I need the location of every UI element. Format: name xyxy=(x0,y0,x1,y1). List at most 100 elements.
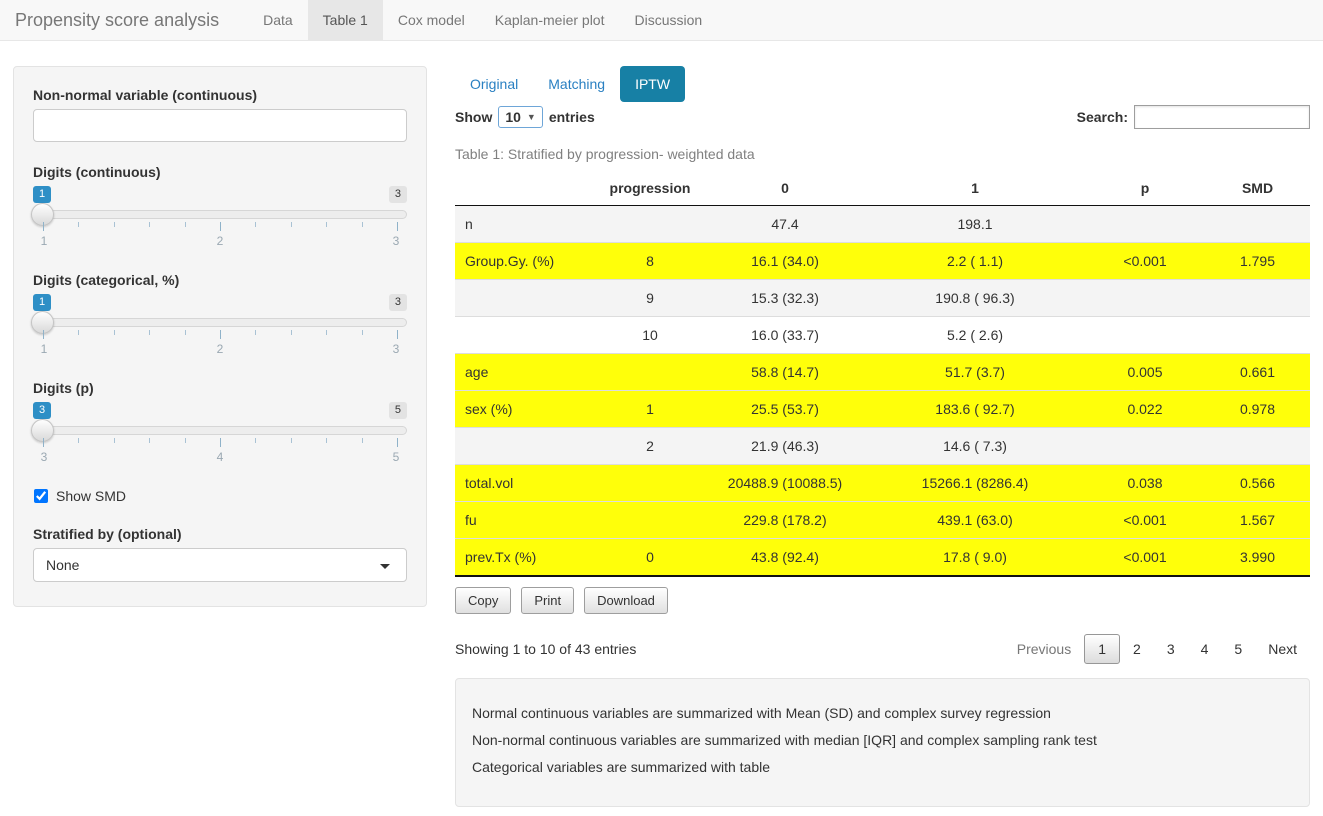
cell: n xyxy=(455,205,595,243)
stratified-by-value: None xyxy=(46,557,80,573)
slider-tick xyxy=(220,330,221,339)
tick-label: 4 xyxy=(216,450,224,464)
entries-label: entries xyxy=(548,109,595,125)
table-row: 2 21.9 (46.3) 14.6 ( 7.3) xyxy=(455,427,1310,465)
tick-label: 2 xyxy=(216,342,224,356)
copy-button[interactable]: Copy xyxy=(455,587,512,614)
digits-p-label: Digits (p) xyxy=(33,380,94,396)
cell: 439.1 (63.0) xyxy=(865,501,1085,539)
nonnormal-variable-input[interactable] xyxy=(33,109,407,142)
slider-track[interactable] xyxy=(33,318,407,327)
cell xyxy=(455,427,595,465)
slider-tick xyxy=(149,222,151,227)
slider-tick xyxy=(290,222,292,227)
cell: 14.6 ( 7.3) xyxy=(865,427,1085,465)
slider-max-badge: 3 xyxy=(388,294,407,311)
pagination-previous[interactable]: Previous xyxy=(1016,641,1072,657)
slider-tick xyxy=(397,330,398,339)
table-caption: Table 1: Stratified by progression- weig… xyxy=(455,146,755,162)
slider-track[interactable] xyxy=(33,210,407,219)
nav-tab-cox-model[interactable]: Cox model xyxy=(397,12,465,28)
nav-tab-kaplan-meier[interactable]: Kaplan-meier plot xyxy=(494,12,605,28)
cell: prev.Tx (%) xyxy=(455,538,595,576)
cell: 16.1 (34.0) xyxy=(705,242,865,280)
pagination-next[interactable]: Next xyxy=(1268,641,1297,657)
slider-tick xyxy=(149,330,151,335)
cell xyxy=(1205,427,1310,465)
slider-tick xyxy=(255,330,257,335)
cell xyxy=(595,464,705,502)
cell: 15266.1 (8286.4) xyxy=(865,464,1085,502)
search-input[interactable] xyxy=(1134,105,1310,129)
slider-tick xyxy=(113,438,115,443)
slider-max-badge: 5 xyxy=(388,402,407,419)
column-header-progression[interactable]: progression xyxy=(595,171,705,206)
slider-handle[interactable] xyxy=(31,203,54,226)
app-title: Propensity score analysis xyxy=(15,10,220,30)
tab-matching[interactable]: Matching xyxy=(548,76,606,92)
nav-tab-table1[interactable]: Table 1 xyxy=(307,0,383,40)
slider-track[interactable] xyxy=(33,426,407,435)
column-header-0[interactable]: 0 xyxy=(705,171,865,206)
slider-tick xyxy=(149,438,151,443)
table-row: sex (%) 1 25.5 (53.7) 183.6 ( 92.7) 0.022 0.9… xyxy=(455,390,1310,428)
slider-tick xyxy=(220,438,221,447)
slider-handle[interactable] xyxy=(31,311,54,334)
cell: <0.001 xyxy=(1085,242,1205,280)
table-row: fu 229.8 (178.2) 439.1 (63.0) <0.001 1.567 xyxy=(455,501,1310,539)
nav-tab-data[interactable]: Data xyxy=(263,12,293,28)
column-header-rowname[interactable] xyxy=(455,171,595,206)
column-header-smd[interactable]: SMD xyxy=(1205,171,1310,206)
stratified-by-select[interactable]: None xyxy=(33,548,407,582)
slider-handle[interactable] xyxy=(31,419,54,442)
cell: 1.567 xyxy=(1205,501,1310,539)
cell xyxy=(455,279,595,317)
pagination-page-5[interactable]: 5 xyxy=(1234,641,1243,657)
table-row: age 58.8 (14.7) 51.7 (3.7) 0.005 0.661 xyxy=(455,353,1310,391)
pagination: Previous 1 2 3 4 5 Next xyxy=(1004,634,1310,664)
pagination-page-4[interactable]: 4 xyxy=(1200,641,1209,657)
digits-continuous-slider[interactable]: 1 3 1 2 3 xyxy=(31,186,407,248)
cell xyxy=(1205,316,1310,354)
slider-tick xyxy=(361,438,363,443)
digits-continuous-label: Digits (continuous) xyxy=(33,164,161,180)
result-tabs: Original Matching IPTW xyxy=(455,66,1310,102)
table1: progression 0 1 p SMD n 47.4 198.1 Group.G… xyxy=(455,171,1310,577)
pagination-page-2[interactable]: 2 xyxy=(1133,641,1141,657)
nav-tab-discussion[interactable]: Discussion xyxy=(634,12,703,28)
slider-tick xyxy=(184,330,186,335)
column-header-p[interactable]: p xyxy=(1085,171,1205,206)
tick-label: 1 xyxy=(40,234,48,248)
slider-tick xyxy=(184,222,186,227)
show-smd-checkbox[interactable] xyxy=(34,489,48,503)
digits-p-slider[interactable]: 3 5 3 4 5 xyxy=(31,402,407,464)
tab-original[interactable]: Original xyxy=(470,76,519,92)
cell: 0.005 xyxy=(1085,353,1205,391)
pagination-page-3[interactable]: 3 xyxy=(1166,641,1175,657)
entries-select[interactable]: 10 ▼ xyxy=(498,106,543,128)
slider-tick-labels: 3 4 5 xyxy=(33,450,407,464)
column-header-1[interactable]: 1 xyxy=(865,171,1085,206)
table-row: n 47.4 198.1 xyxy=(455,205,1310,243)
cell: 183.6 ( 92.7) xyxy=(865,390,1085,428)
cell xyxy=(455,316,595,354)
tick-label: 5 xyxy=(392,450,400,464)
slider-tick xyxy=(113,222,115,227)
show-label: Show xyxy=(455,109,493,125)
stratified-by-label: Stratified by (optional) xyxy=(33,526,182,542)
tick-label: 3 xyxy=(392,342,400,356)
print-button[interactable]: Print xyxy=(521,587,575,614)
cell xyxy=(1085,279,1205,317)
cell: 16.0 (33.7) xyxy=(705,316,865,354)
tab-iptw[interactable]: IPTW xyxy=(620,66,686,102)
slider-tick-labels: 1 2 3 xyxy=(33,342,407,356)
download-button[interactable]: Download xyxy=(584,587,668,614)
pagination-page-1[interactable]: 1 xyxy=(1084,634,1121,664)
cell: age xyxy=(455,353,595,391)
cell: 1.795 xyxy=(1205,242,1310,280)
digits-categorical-slider[interactable]: 1 3 1 2 3 xyxy=(31,294,407,356)
slider-max-badge: 3 xyxy=(388,186,407,203)
slider-tick xyxy=(290,438,292,443)
cell: 2 xyxy=(595,427,705,465)
slider-tick-labels: 1 2 3 xyxy=(33,234,407,248)
